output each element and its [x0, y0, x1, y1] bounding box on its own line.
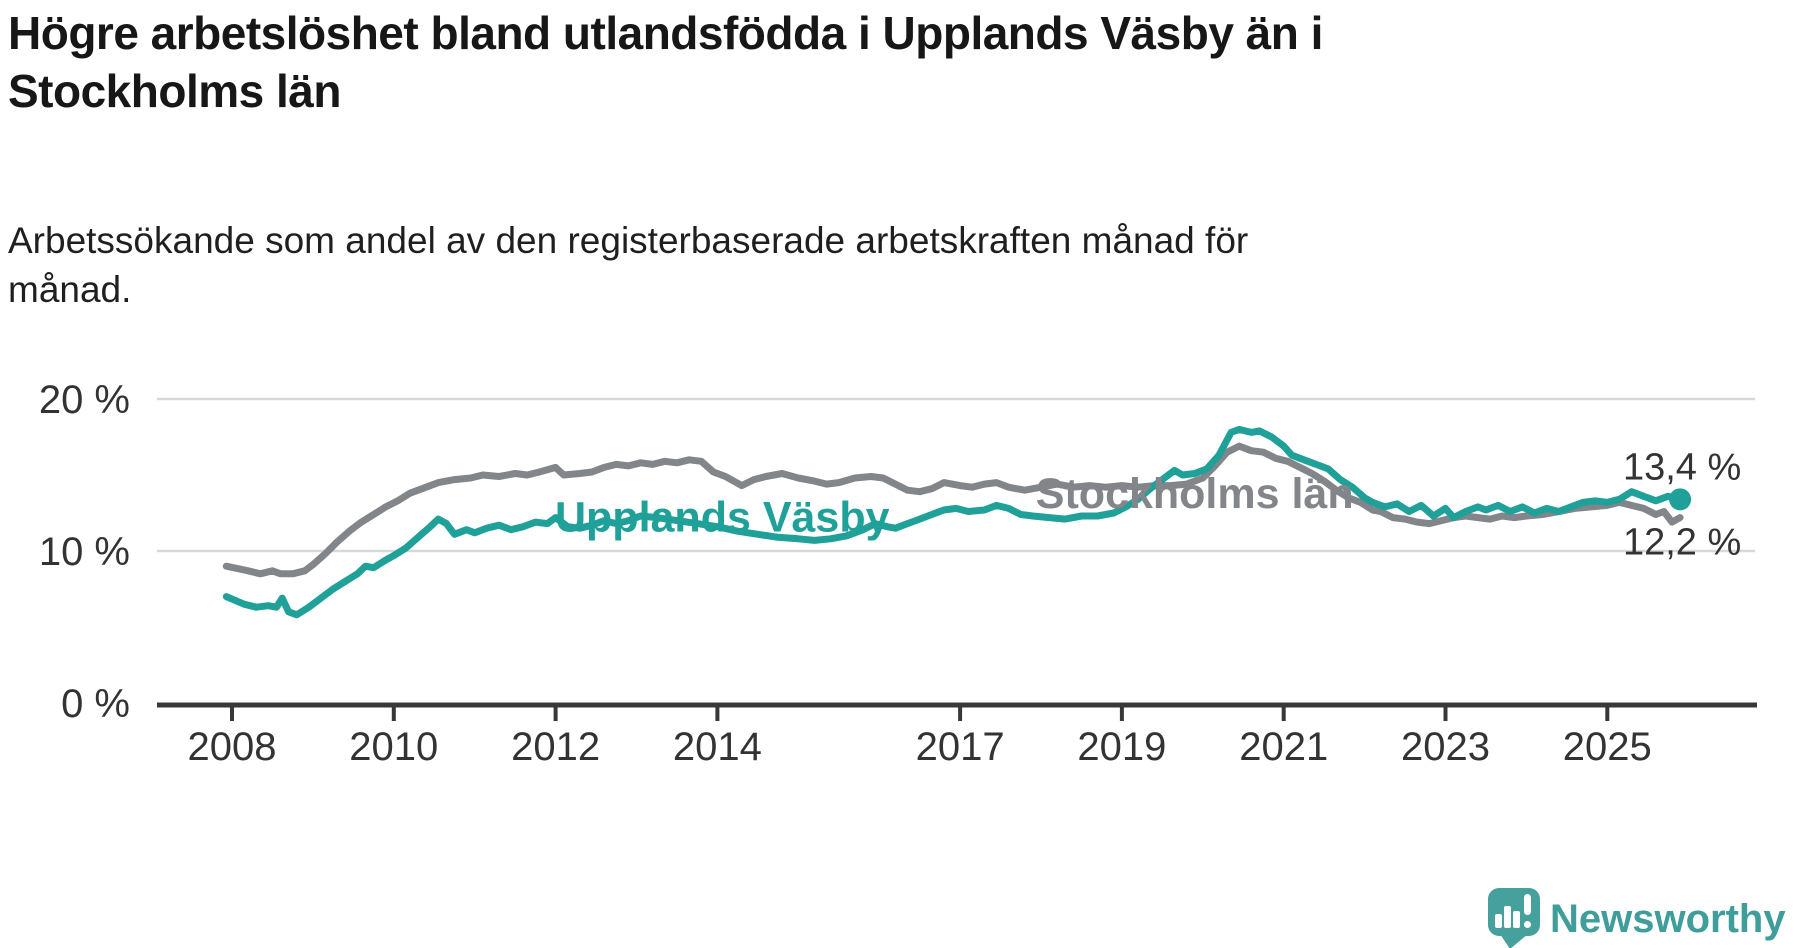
end-value-label-stockholms-l-n: 12,2 %	[1623, 522, 1741, 564]
x-tick-label: 2023	[1401, 725, 1490, 769]
chart-subtitle-line-1: Arbetssökande som andel av den registerb…	[8, 220, 1249, 261]
series-lines	[222, 425, 1684, 619]
x-tick-label: 2025	[1563, 725, 1652, 769]
y-tick-label: 10 %	[39, 530, 130, 574]
x-tick-label: 2014	[673, 725, 762, 769]
x-tick-label: 2021	[1239, 725, 1328, 769]
chart-subtitle-line-2: månad.	[8, 269, 132, 310]
x-tick-label: 2008	[188, 725, 277, 769]
series-line-stockholms-l-n	[222, 442, 1684, 578]
x-tick-label: 2017	[916, 725, 1005, 769]
y-tick-label: 0 %	[61, 682, 130, 726]
y-axis: 0 % 10 % 20 %	[39, 378, 130, 726]
end-value-label-upplands-v-sby: 13,4 %	[1623, 446, 1741, 488]
logo-wordmark: Newsworthy	[1550, 897, 1786, 941]
series-label-stockholms-l-n: Stockholms län	[1036, 470, 1354, 518]
page-title: Högre arbetslöshet bland utlandsfödda i …	[8, 4, 1708, 120]
gridlines	[157, 397, 1755, 553]
page-title-line-2: Stockholms län	[8, 65, 341, 117]
newsworthy-logo: Newsworthy	[1488, 888, 1786, 948]
y-tick-label: 20 %	[39, 378, 130, 422]
annotations: 13,4 % 12,2 % Upplands Väsby Stockholms län	[555, 446, 1741, 563]
x-tick-label: 2012	[511, 725, 600, 769]
end-point-dot-upplands-v-sby	[1669, 488, 1692, 511]
series-line-upplands-v-sby	[222, 425, 1684, 619]
chart-subtitle: Arbetssökande som andel av den registerb…	[8, 216, 1708, 314]
x-tick-label: 2019	[1077, 725, 1166, 769]
series-label-upplands-v-sby: Upplands Väsby	[555, 494, 890, 542]
x-tick-label: 2010	[349, 725, 438, 769]
x-axis: 2008 2010 2012 2014 2017 2019 2021 2023 2025	[157, 702, 1757, 769]
speech-bubble-chart-icon	[1488, 888, 1540, 948]
page-title-line-1: Högre arbetslöshet bland utlandsfödda i …	[8, 7, 1323, 59]
